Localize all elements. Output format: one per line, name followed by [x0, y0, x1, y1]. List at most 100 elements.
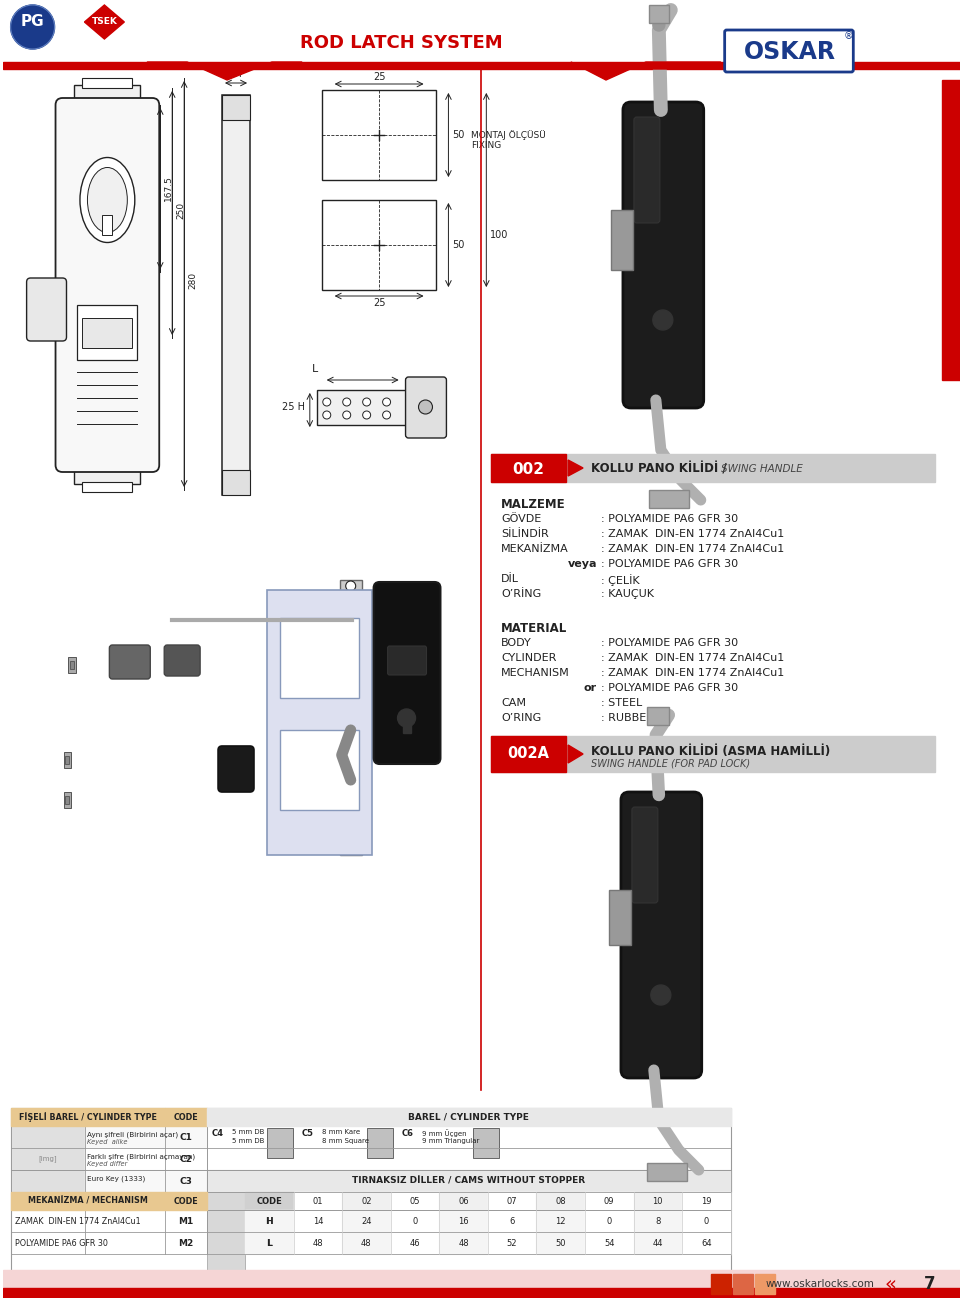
Text: : RUBBER: : RUBBER [601, 713, 654, 723]
Text: L: L [267, 1238, 272, 1247]
Bar [70, 661, 75, 668]
Text: H: H [266, 1216, 273, 1225]
Bar [294, 1232, 342, 1254]
Bar [222, 95, 250, 495]
Text: 50: 50 [452, 130, 465, 140]
Text: PG: PG [21, 14, 44, 30]
FancyBboxPatch shape [373, 582, 441, 765]
Text: 16: 16 [458, 1216, 468, 1225]
Text: AE41: AE41 [23, 34, 42, 43]
Bar [537, 1210, 585, 1232]
Text: OSKAR: OSKAR [743, 40, 835, 64]
Text: 280: 280 [188, 271, 197, 288]
Text: MONTAJ ÖLÇÜSÜ: MONTAJ ÖLÇÜSÜ [471, 130, 546, 140]
Text: : KAUÇUK: : KAUÇUK [601, 589, 654, 598]
Polygon shape [568, 745, 583, 763]
Text: 24: 24 [229, 69, 242, 79]
Bar [942, 80, 960, 380]
Bar [340, 580, 362, 626]
Bar [346, 620, 356, 820]
Bar [63, 792, 71, 807]
Text: O’RING: O’RING [501, 713, 541, 723]
Text: CODE: CODE [174, 1197, 199, 1206]
Text: MECHANISM: MECHANISM [501, 668, 570, 678]
Text: 002A: 002A [507, 746, 549, 762]
FancyBboxPatch shape [109, 645, 151, 679]
Text: M2: M2 [179, 1238, 194, 1247]
Bar [710, 1275, 731, 1294]
Bar [634, 1232, 682, 1254]
Bar [294, 1210, 342, 1232]
Circle shape [419, 400, 432, 414]
Text: 25 H: 25 H [282, 402, 305, 411]
Bar [492, 454, 935, 482]
Text: : ZAMAK  DIN-EN 1774 ZnAl4Cu1: : ZAMAK DIN-EN 1774 ZnAl4Cu1 [601, 653, 784, 663]
Text: MEKANİZMA / MECHANISM: MEKANİZMA / MECHANISM [28, 1197, 148, 1206]
Bar [492, 454, 566, 482]
Bar [83, 78, 132, 88]
Text: 50: 50 [556, 1238, 565, 1247]
Text: M1: M1 [179, 1216, 194, 1225]
Bar [647, 1163, 686, 1181]
Text: 25: 25 [372, 299, 385, 308]
Bar [3, 62, 960, 69]
Text: C5: C5 [301, 1129, 314, 1138]
Bar [492, 736, 566, 772]
Text: CYLINDER: CYLINDER [501, 653, 557, 663]
Text: 64: 64 [701, 1238, 711, 1247]
Bar [585, 1232, 634, 1254]
Text: CODE: CODE [174, 1112, 199, 1121]
Bar [222, 470, 250, 495]
Bar [245, 1210, 294, 1232]
Text: : POLYAMIDE PA6 GFR 30: : POLYAMIDE PA6 GFR 30 [601, 639, 738, 648]
FancyBboxPatch shape [621, 792, 702, 1079]
Bar [83, 318, 132, 348]
Bar [245, 1232, 294, 1254]
Bar [207, 1192, 245, 1276]
Bar [280, 729, 359, 810]
Text: www.oskarlocks.com: www.oskarlocks.com [766, 1279, 875, 1289]
Text: 6: 6 [510, 1216, 515, 1225]
Text: ROD LATCH SYSTEM: ROD LATCH SYSTEM [300, 34, 503, 52]
Bar [85, 1147, 165, 1169]
Bar [585, 1192, 634, 1210]
Text: : ÇELİK: : ÇELİK [601, 574, 639, 585]
Text: SWING HANDLE: SWING HANDLE [721, 463, 803, 474]
Text: 0: 0 [704, 1216, 709, 1225]
Bar [207, 1169, 731, 1192]
Text: KOLLU PANO KİLİDİ /: KOLLU PANO KİLİDİ / [591, 462, 731, 475]
Text: BODY: BODY [501, 639, 532, 648]
Text: H: H [266, 1216, 273, 1225]
Text: MALZEME: MALZEME [501, 498, 565, 511]
Circle shape [346, 582, 356, 591]
Text: L: L [312, 363, 318, 374]
Text: : ZAMAK  DIN-EN 1774 ZnAl4Cu1: : ZAMAK DIN-EN 1774 ZnAl4Cu1 [601, 530, 784, 539]
Text: Aynı şifreli (Birbirini açar): Aynı şifreli (Birbirini açar) [87, 1131, 179, 1137]
Bar [440, 1210, 488, 1232]
Circle shape [653, 19, 665, 31]
FancyBboxPatch shape [27, 278, 66, 341]
Bar [440, 1232, 488, 1254]
Text: GÖVDE: GÖVDE [501, 514, 541, 524]
Polygon shape [147, 62, 301, 80]
Text: 07: 07 [507, 1197, 517, 1206]
FancyBboxPatch shape [634, 117, 660, 223]
Bar [682, 1210, 731, 1232]
Text: ®: ® [844, 31, 853, 42]
Text: 08: 08 [555, 1197, 566, 1206]
Text: 24: 24 [361, 1216, 372, 1225]
Text: FİŞELİ BAREL / CYLINDER TYPE: FİŞELİ BAREL / CYLINDER TYPE [19, 1112, 156, 1121]
Text: 48: 48 [361, 1238, 372, 1247]
Circle shape [323, 411, 331, 419]
Bar [391, 1192, 440, 1210]
Bar [440, 1192, 488, 1210]
Ellipse shape [87, 167, 128, 232]
Bar [682, 1192, 731, 1210]
Text: SİLİNDİR: SİLİNDİR [501, 530, 549, 539]
Bar [65, 796, 69, 803]
Text: veya: veya [567, 559, 597, 569]
Bar [649, 491, 688, 508]
Text: 09: 09 [604, 1197, 614, 1206]
FancyBboxPatch shape [164, 645, 200, 676]
Bar [609, 890, 631, 945]
